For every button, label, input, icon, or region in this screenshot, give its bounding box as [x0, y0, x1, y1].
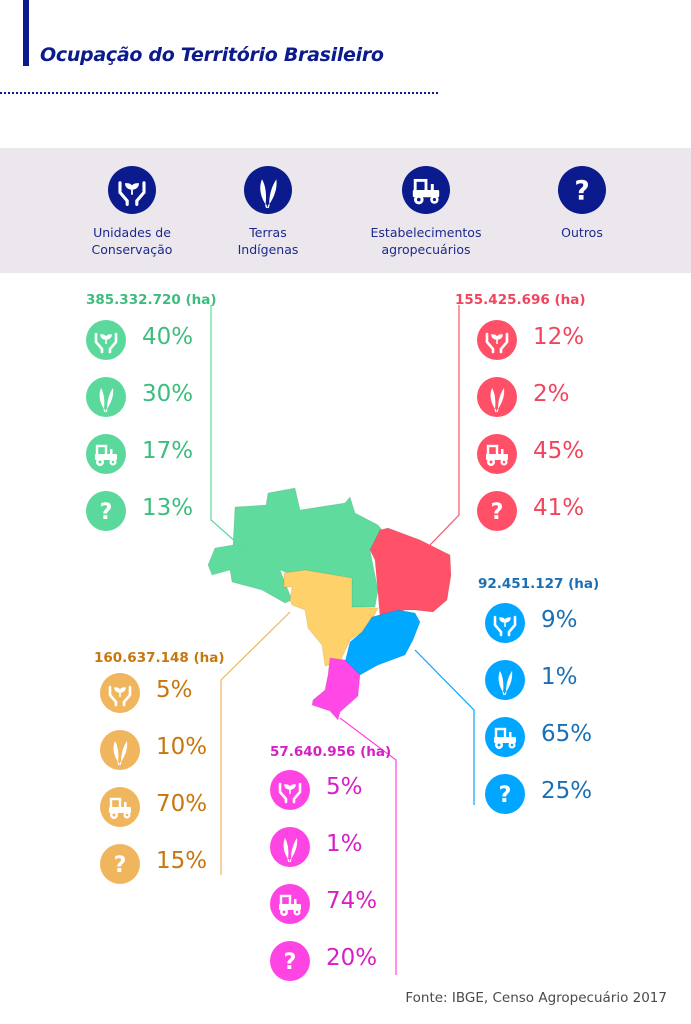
percent-value: 74%	[326, 888, 378, 914]
region-total-sudeste: 92.451.127 (ha)	[478, 576, 600, 592]
percent-value: 1%	[326, 831, 363, 857]
svg-text:?: ?	[114, 853, 127, 878]
brazil-map	[207, 487, 452, 722]
svg-text:?: ?	[284, 950, 297, 975]
question-icon: ?	[270, 941, 310, 981]
percent-value: 20%	[326, 945, 378, 971]
percent-value: 25%	[541, 778, 593, 804]
legend-item: Estabelecimentos agropecuários	[351, 166, 501, 258]
feather-icon	[270, 827, 310, 867]
percent-value: 9%	[541, 607, 578, 633]
percent-value: 70%	[156, 791, 208, 817]
question-icon: ?	[485, 774, 525, 814]
legend-label-line2: agropecuários	[381, 242, 471, 257]
connector-lines	[210, 305, 475, 975]
svg-text:?: ?	[100, 500, 113, 525]
percent-value: 1%	[541, 664, 578, 690]
legend: Unidades de Conservação Terras Indígenas…	[0, 148, 691, 273]
legend-label-line1: Terras	[249, 225, 287, 240]
percent-value: 12%	[533, 324, 585, 350]
region-total-nordeste: 155.425.696 (ha)	[455, 292, 586, 308]
hands-sprout-icon	[86, 320, 126, 360]
feather-icon	[100, 730, 140, 770]
connector-line-sudeste	[414, 649, 475, 805]
region-total-centro-oeste: 160.637.148 (ha)	[94, 650, 225, 666]
hands-sprout-icon	[485, 603, 525, 643]
hands-sprout-icon	[270, 770, 310, 810]
percent-value: 2%	[533, 381, 570, 407]
map-region-sudeste	[344, 609, 421, 676]
hands-sprout-icon	[477, 320, 517, 360]
connector-line-centro-oeste	[220, 611, 291, 875]
feather-icon	[485, 660, 525, 700]
tractor-icon	[485, 717, 525, 757]
question-icon: ?	[86, 491, 126, 531]
percent-value: 30%	[142, 381, 194, 407]
question-icon: ?	[100, 844, 140, 884]
legend-label-line2: Conservação	[91, 242, 173, 257]
hands-sprout-icon	[108, 166, 156, 214]
legend-label-line1: Outros	[561, 225, 603, 240]
region-total-norte: 385.332.720 (ha)	[86, 292, 217, 308]
tractor-icon	[86, 434, 126, 474]
feather-icon	[244, 166, 292, 214]
percent-value: 41%	[533, 495, 585, 521]
legend-item: Terras Indígenas	[193, 166, 343, 258]
percent-value: 65%	[541, 721, 593, 747]
connector-line-norte	[210, 305, 246, 551]
percent-value: 5%	[156, 677, 193, 703]
page-title: Ocupação do Território Brasileiro	[40, 44, 384, 66]
map-region-sul	[311, 657, 361, 722]
question-icon: ?	[477, 491, 517, 531]
percent-value: 45%	[533, 438, 585, 464]
percent-value: 13%	[142, 495, 194, 521]
percent-value: 17%	[142, 438, 194, 464]
legend-label-line1: Unidades de	[93, 225, 171, 240]
tractor-icon	[100, 787, 140, 827]
map-region-norte	[207, 487, 383, 608]
tractor-icon	[402, 166, 450, 214]
connector-line-nordeste	[429, 305, 460, 546]
region-total-sul: 57.640.956 (ha)	[270, 744, 392, 760]
svg-text:?: ?	[574, 176, 589, 207]
percent-value: 15%	[156, 848, 208, 874]
legend-item: ? Outros	[507, 166, 657, 241]
question-icon: ?	[558, 166, 606, 214]
tractor-icon	[270, 884, 310, 924]
percent-value: 40%	[142, 324, 194, 350]
source-note: Fonte: IBGE, Censo Agropecuário 2017	[405, 990, 667, 1006]
svg-text:?: ?	[499, 783, 512, 808]
svg-text:?: ?	[491, 500, 504, 525]
dotted-divider	[0, 92, 438, 94]
title-accent-bar	[23, 0, 29, 66]
feather-icon	[86, 377, 126, 417]
tractor-icon	[477, 434, 517, 474]
legend-label-line2: Indígenas	[237, 242, 299, 257]
percent-value: 10%	[156, 734, 208, 760]
legend-item: Unidades de Conservação	[57, 166, 207, 258]
map-region-nordeste	[369, 527, 452, 618]
percent-value: 5%	[326, 774, 363, 800]
legend-label-line1: Estabelecimentos	[370, 225, 482, 240]
hands-sprout-icon	[100, 673, 140, 713]
feather-icon	[477, 377, 517, 417]
connector-line-sul	[339, 717, 397, 975]
